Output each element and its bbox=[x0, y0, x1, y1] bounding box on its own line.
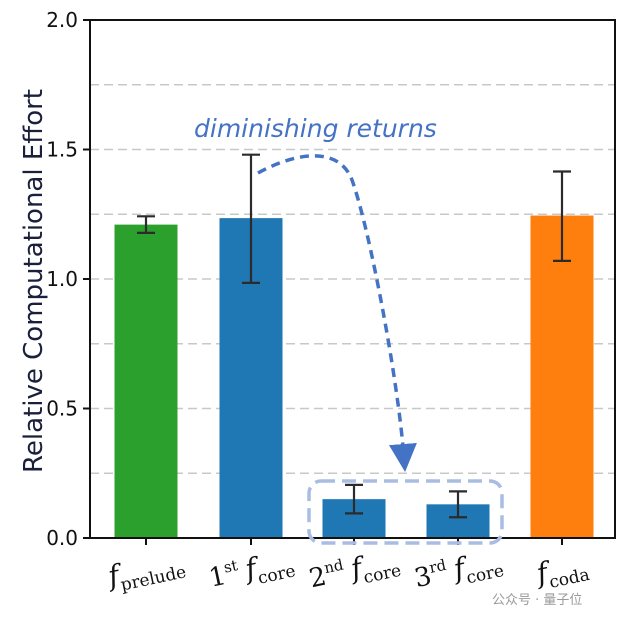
error-bars bbox=[137, 153, 571, 519]
y-tick-label: 2.0 bbox=[46, 8, 78, 32]
watermark-text: 公众号 · 量子位 bbox=[492, 593, 582, 608]
y-tick-label: 0.0 bbox=[46, 526, 78, 550]
x-tick-label: 1st fcore bbox=[206, 544, 298, 599]
x-tick-label: fprelude bbox=[103, 545, 188, 599]
diminishing-returns-arrow bbox=[257, 154, 417, 472]
x-axis-ticks: fprelude 1st fcore 2nd fcore 3rd fcore fcoda bbox=[103, 538, 592, 599]
diminishing-returns-box bbox=[307, 479, 504, 545]
y-tick-label: 0.5 bbox=[46, 397, 78, 421]
y-tick-label: 1.5 bbox=[46, 138, 78, 162]
y-axis-label: Relative Computational Effort bbox=[19, 89, 49, 473]
x-tick-label: fcoda bbox=[532, 547, 592, 595]
x-tick-label: 3rd fcore bbox=[411, 543, 506, 599]
bar bbox=[114, 224, 178, 539]
y-tick-label: 1.0 bbox=[46, 267, 78, 291]
bar bbox=[530, 215, 594, 539]
annotation-text: diminishing returns bbox=[194, 114, 437, 143]
y-axis-ticks: 0.0 0.5 1.0 1.5 2.0 bbox=[46, 8, 90, 550]
bars bbox=[114, 215, 594, 539]
x-tick-label: 2nd fcore bbox=[306, 543, 403, 599]
